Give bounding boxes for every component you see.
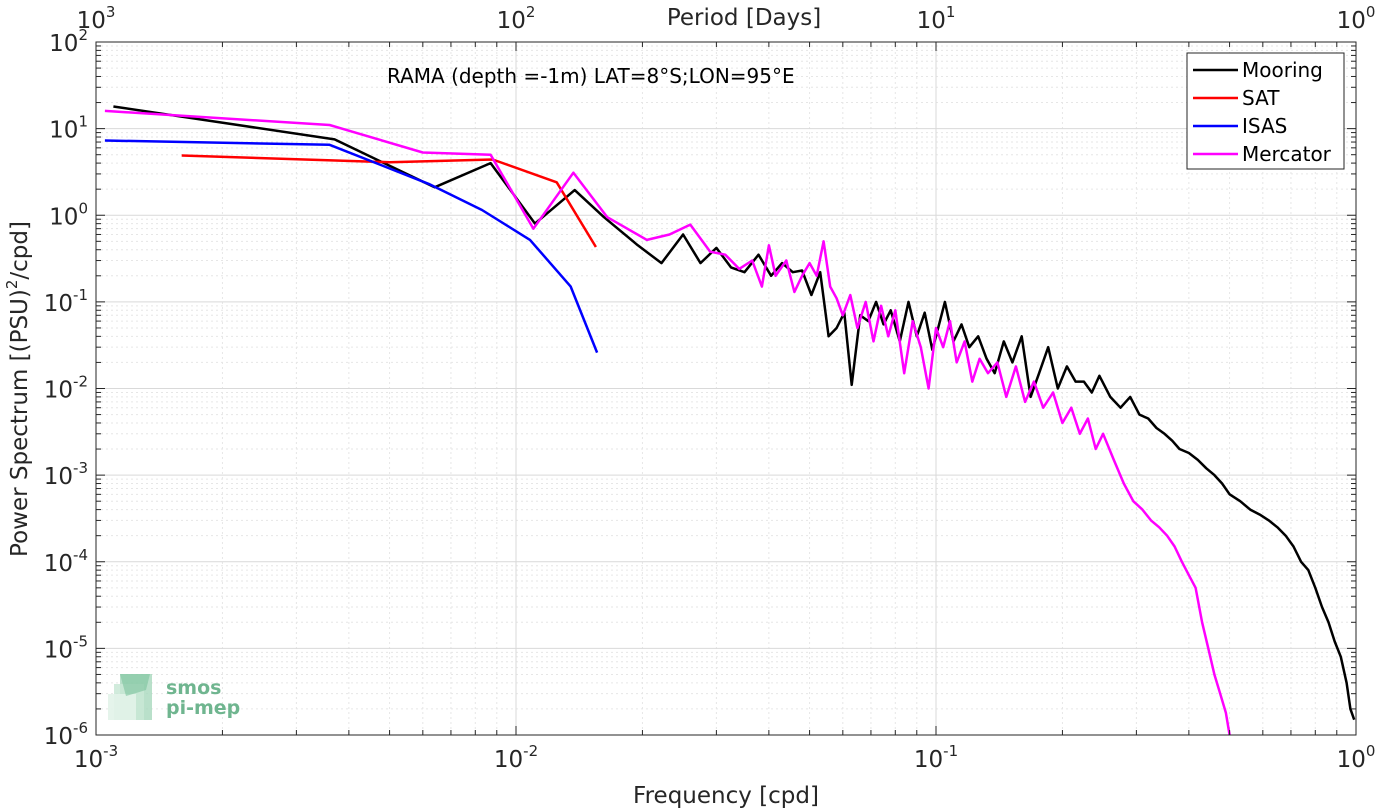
y-tick-label: 10-6 bbox=[44, 719, 88, 750]
y-tick-label-base: 10 bbox=[49, 204, 78, 230]
y-tick-label: 101 bbox=[49, 113, 88, 144]
top-tick-label: 102 bbox=[497, 3, 536, 34]
top-axis-title: Period [Days] bbox=[667, 5, 821, 31]
y-tick-label: 10-5 bbox=[44, 632, 88, 663]
series-line-mooring bbox=[113, 105, 1356, 721]
x-tick-label-exp: -2 bbox=[523, 742, 538, 760]
y-tick-label-base: 10 bbox=[44, 637, 73, 663]
x-tick-label: 10-1 bbox=[914, 742, 958, 773]
top-tick-label-base: 10 bbox=[497, 8, 526, 34]
y-tick-label-exp: -3 bbox=[73, 459, 88, 477]
y-tick-label-exp: 1 bbox=[78, 113, 88, 131]
top-tick-label-exp: 3 bbox=[106, 3, 116, 21]
legend-label-sat: SAT bbox=[1242, 86, 1280, 110]
series-line-mercator bbox=[104, 109, 1231, 735]
top-tick-label-base: 10 bbox=[1337, 8, 1366, 34]
y-tick-label-exp: -2 bbox=[73, 373, 88, 391]
y-tick-label-exp: -4 bbox=[73, 546, 88, 564]
y-tick-label-base: 10 bbox=[49, 118, 78, 144]
smos-pimep-logo: smos pi-mep bbox=[108, 674, 240, 720]
logo-text-pimep: pi-mep bbox=[166, 697, 240, 719]
legend-label-mooring: Mooring bbox=[1242, 58, 1323, 82]
y-axis-title-part1: Power Spectrum [(PSU) bbox=[7, 289, 33, 557]
y-tick-label: 10-2 bbox=[44, 373, 88, 404]
top-tick-label-base: 10 bbox=[917, 8, 946, 34]
x-tick-label-base: 10 bbox=[74, 747, 103, 773]
y-tick-label-base: 10 bbox=[44, 464, 73, 490]
series-layer bbox=[104, 105, 1356, 735]
series-line-isas bbox=[104, 139, 599, 354]
y-tick-label-exp: 2 bbox=[78, 26, 88, 44]
legend-item-isas: ISAS bbox=[1193, 114, 1287, 138]
y-tick-label: 10-4 bbox=[44, 546, 88, 577]
x-axis-title: Frequency [cpd] bbox=[633, 783, 819, 809]
y-tick-label: 100 bbox=[49, 199, 88, 230]
logo-mark-icon bbox=[108, 674, 152, 720]
y-tick-label-exp: 0 bbox=[78, 199, 88, 217]
y-tick-label-base: 10 bbox=[44, 724, 73, 750]
x-tick-label: 100 bbox=[1337, 742, 1376, 773]
y-tick-label-base: 10 bbox=[44, 378, 73, 404]
y-axis-title-part2: /cpd] bbox=[7, 221, 33, 280]
legend-item-mooring: Mooring bbox=[1193, 58, 1323, 82]
y-tick-label-base: 10 bbox=[44, 551, 73, 577]
top-tick-label: 103 bbox=[77, 3, 116, 34]
legend-label-mercator: Mercator bbox=[1242, 142, 1332, 166]
x-tick-label-exp: -1 bbox=[943, 742, 958, 760]
x-tick-label-base: 10 bbox=[494, 747, 523, 773]
y-tick-label-exp: -6 bbox=[73, 719, 88, 737]
y-tick-label-exp: -1 bbox=[73, 286, 88, 304]
top-tick-label-exp: 0 bbox=[1366, 3, 1376, 21]
chart-title: RAMA (depth =-1m) LAT=8°S;LON=95°E bbox=[387, 64, 795, 88]
logo-text-smos: smos bbox=[166, 677, 221, 699]
x-tick-label: 10-3 bbox=[74, 742, 118, 773]
legend-item-mercator: Mercator bbox=[1193, 142, 1332, 166]
axis-ticks bbox=[95, 41, 1357, 736]
top-tick-label-exp: 1 bbox=[946, 3, 956, 21]
x-tick-label-base: 10 bbox=[914, 747, 943, 773]
y-tick-label: 10-1 bbox=[44, 286, 88, 317]
x-tick-label: 10-2 bbox=[494, 742, 538, 773]
y-tick-label: 10-3 bbox=[44, 459, 88, 490]
x-tick-label-exp: -3 bbox=[103, 742, 118, 760]
legend-box bbox=[1186, 52, 1345, 170]
top-tick-label-base: 10 bbox=[77, 8, 106, 34]
y-tick-label-exp: -5 bbox=[73, 632, 88, 650]
legend-label-isas: ISAS bbox=[1242, 114, 1287, 138]
y-axis-title-exp: 2 bbox=[3, 280, 21, 290]
y-tick-label: 102 bbox=[49, 26, 88, 57]
x-tick-label-exp: 0 bbox=[1366, 742, 1376, 760]
x-tick-label-base: 10 bbox=[1337, 747, 1366, 773]
top-tick-label: 100 bbox=[1337, 3, 1376, 34]
top-tick-label-exp: 2 bbox=[526, 3, 536, 21]
legend: Mooring SAT ISAS Mercator bbox=[1186, 52, 1345, 170]
y-tick-label-base: 10 bbox=[49, 31, 78, 57]
top-tick-label: 101 bbox=[917, 3, 956, 34]
y-axis-title: Power Spectrum [(PSU)2/cpd] bbox=[3, 221, 33, 557]
legend-item-sat: SAT bbox=[1193, 86, 1280, 110]
y-tick-label-base: 10 bbox=[44, 291, 73, 317]
